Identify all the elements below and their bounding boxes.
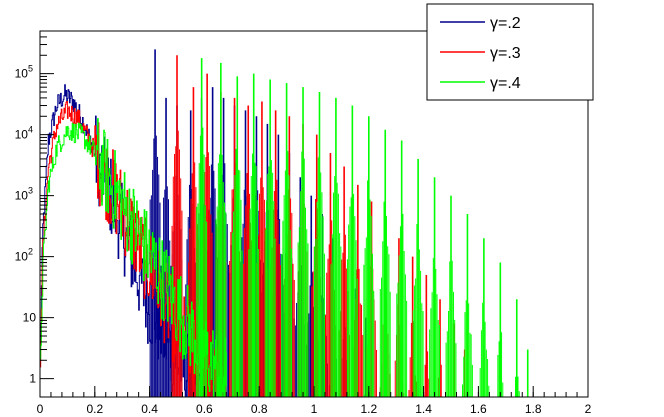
x-tick-label: 1.6 — [470, 402, 487, 416]
y-tick-label: 10 — [23, 311, 37, 325]
x-tick-label: 0.4 — [141, 402, 158, 416]
x-tick-label: 1.4 — [415, 402, 432, 416]
y-tick-label: 104 — [15, 125, 33, 142]
legend: γ=.2 γ=.3 γ=.4 — [426, 3, 594, 101]
x-tick-label: 2 — [585, 402, 592, 416]
x-tick-label: 0 — [37, 402, 44, 416]
x-tick-label: 0.6 — [196, 402, 213, 416]
series-2-body — [40, 118, 227, 397]
legend-label: γ=.3 — [490, 45, 521, 62]
x-tick-label: 0.2 — [86, 402, 103, 416]
y-tick-label: 105 — [15, 64, 33, 81]
y-axis: 1 10 102 103 104 105 — [15, 30, 54, 386]
y-tick-label: 102 — [15, 247, 33, 264]
x-tick-label: 1.8 — [525, 402, 542, 416]
y-tick-label: 103 — [15, 186, 33, 203]
x-tick-label: 1.2 — [360, 402, 377, 416]
legend-label: γ=.4 — [490, 75, 521, 92]
legend-label: γ=.2 — [490, 15, 521, 32]
series-2 — [40, 58, 529, 397]
x-axis: 0 0.2 0.4 0.6 0.8 1 1.2 1.4 1.6 1.8 2 — [37, 386, 592, 416]
x-tick-label: 0.8 — [251, 402, 268, 416]
y-tick-label: 1 — [29, 372, 36, 386]
series-layer — [40, 49, 529, 397]
x-tick-label: 1 — [311, 402, 318, 416]
